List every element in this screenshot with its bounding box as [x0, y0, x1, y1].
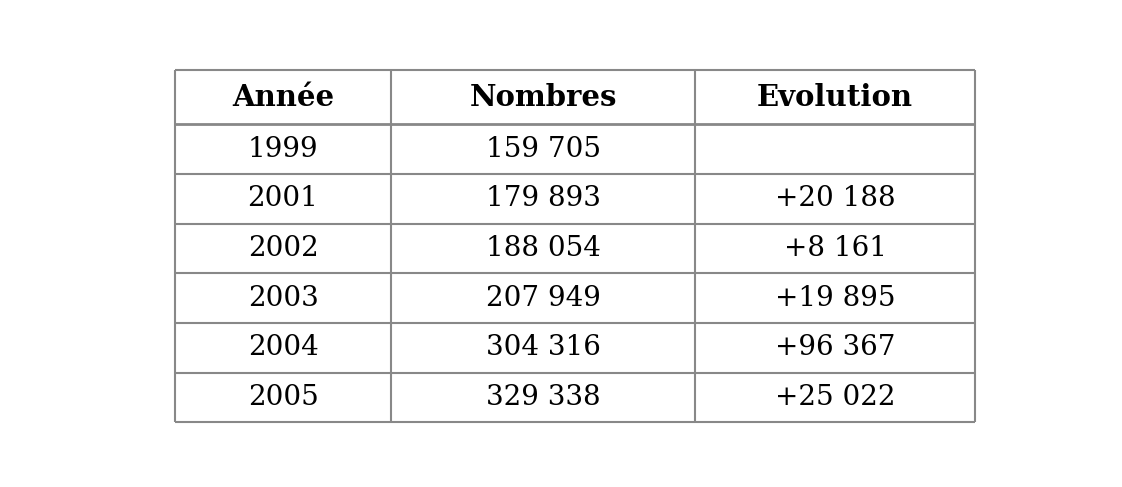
Text: 329 338: 329 338: [486, 384, 600, 411]
Text: Evolution: Evolution: [757, 82, 913, 112]
Text: 304 316: 304 316: [486, 334, 600, 361]
Text: +25 022: +25 022: [775, 384, 895, 411]
Text: 2001: 2001: [248, 185, 319, 212]
Text: 1999: 1999: [248, 136, 319, 163]
Text: Année: Année: [232, 82, 334, 112]
Text: 2004: 2004: [248, 334, 319, 361]
Text: +8 161: +8 161: [783, 235, 886, 262]
Text: +20 188: +20 188: [774, 185, 895, 212]
Text: 207 949: 207 949: [486, 284, 600, 312]
Text: 179 893: 179 893: [486, 185, 600, 212]
Text: 188 054: 188 054: [486, 235, 600, 262]
Text: 2002: 2002: [248, 235, 319, 262]
Text: Nombres: Nombres: [469, 82, 617, 112]
Text: 2005: 2005: [248, 384, 319, 411]
Text: 159 705: 159 705: [486, 136, 600, 163]
Text: +19 895: +19 895: [775, 284, 895, 312]
Text: +96 367: +96 367: [775, 334, 895, 361]
Text: 2003: 2003: [248, 284, 319, 312]
